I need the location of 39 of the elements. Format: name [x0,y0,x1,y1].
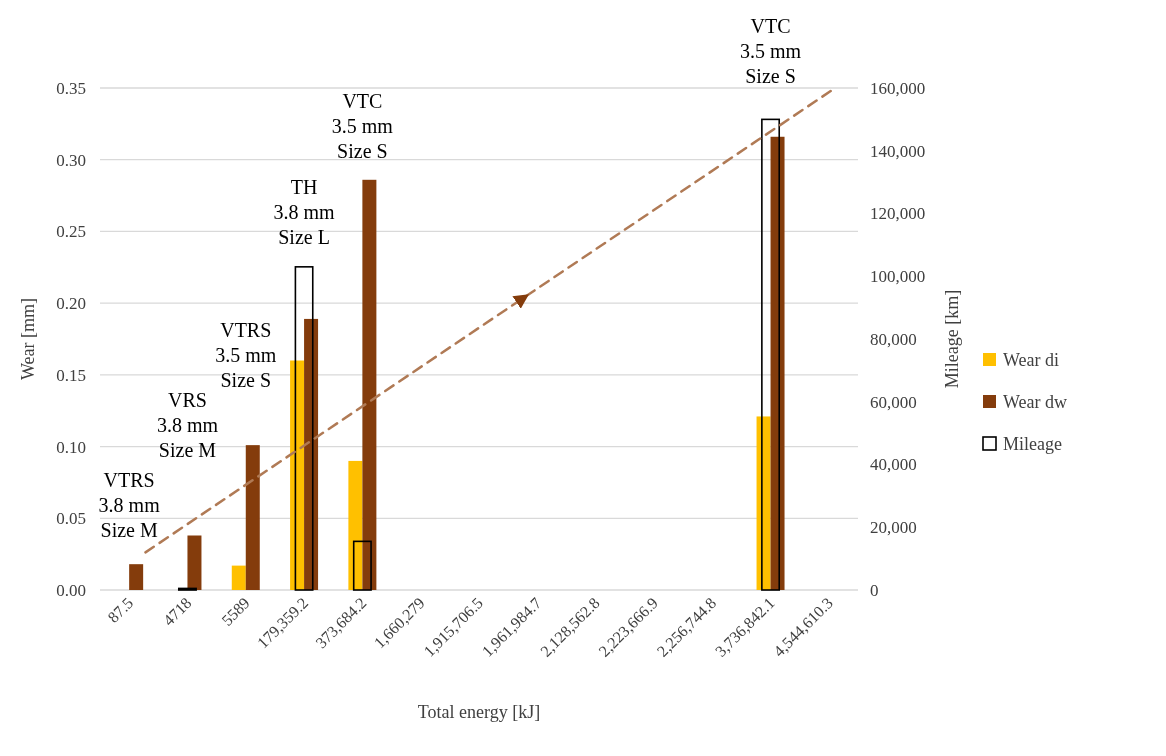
y2-tick-label: 60,000 [870,392,917,412]
bar [290,360,305,590]
y-tick-label: 0.05 [56,509,86,529]
text: VTC 3.5 mm Size S [739,14,802,87]
legend-label: Mileage [1003,434,1062,455]
annotation: VTRS 3.5 mm Size S [215,318,277,391]
bar [187,535,202,590]
legend-label: Wear di [1003,350,1060,371]
bar [129,564,144,590]
bar [177,587,197,591]
y2-axis-title: Mileage [km] [942,289,962,389]
y2-tick-label: 140,000 [870,141,926,161]
bar [231,565,246,590]
y-tick-label: 0.00 [56,580,86,600]
bar [362,179,377,590]
annotation: VTRS 3.8 mm Size M [98,469,161,542]
y2-tick-label: 20,000 [870,518,917,538]
y2-tick-label: 100,000 [870,267,926,287]
x-tick-label: 87.5 [104,594,137,626]
y-tick-label: 0.35 [56,78,86,98]
y2-tick-label: 0 [870,580,879,600]
y-tick-label: 0.20 [56,294,86,314]
x-tick-label: 4718 [159,594,195,629]
annotation: VTC 3.5 mm Size S [331,90,394,163]
y2-tick-label: 80,000 [870,329,917,349]
annotation: VRS 3.8 mm Size M [156,388,219,461]
annotation: TH 3.8 mm Size L [273,175,336,248]
x-axis-title: Total energy [kJ] [417,702,541,722]
legend-label: Wear dw [1003,392,1068,413]
y2-tick-label: 160,000 [870,78,926,98]
bar [245,445,260,590]
y-tick-label: 0.30 [56,150,86,170]
y2-tick-label: 120,000 [870,204,926,224]
y-tick-label: 0.15 [56,365,86,385]
bar [348,460,363,590]
y-tick-label: 0.25 [56,222,86,242]
y2-tick-label: 40,000 [870,455,917,475]
y-tick-label: 0.10 [56,437,86,457]
y-axis-title: Wear [mm] [18,297,38,381]
